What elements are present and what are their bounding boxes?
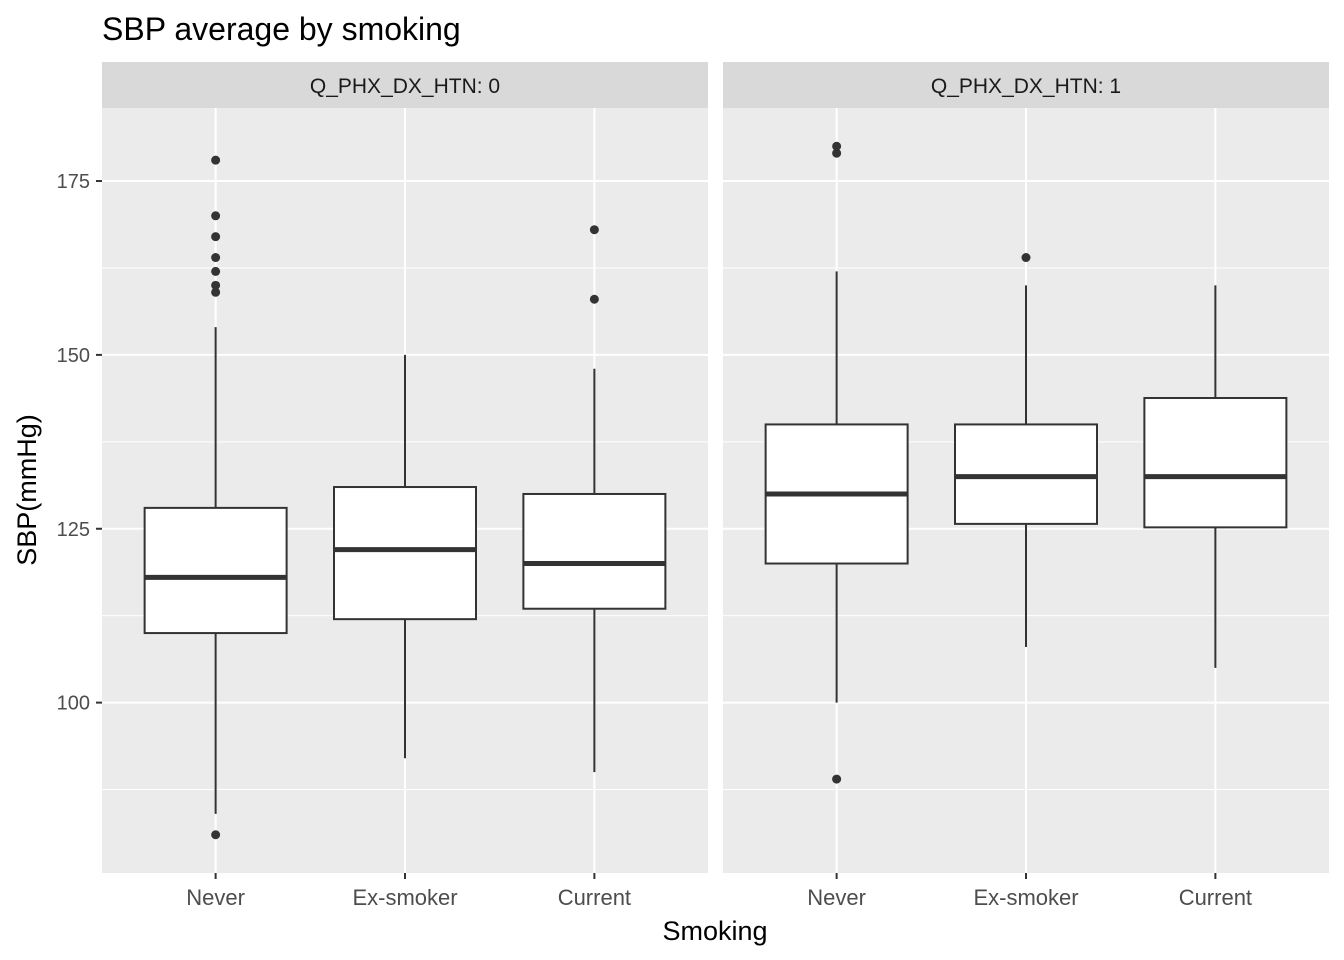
y-tick-label: 125	[57, 519, 90, 541]
outlier-point	[211, 211, 221, 221]
y-tick-label: 150	[57, 345, 90, 367]
outlier-point	[589, 225, 599, 235]
y-tick-label: 175	[57, 171, 90, 193]
box	[333, 354, 477, 759]
x-tick-label: Ex-smoker	[352, 885, 457, 910]
outlier-point	[832, 148, 842, 158]
x-tick-label: Current	[1179, 885, 1252, 910]
facet-strip-label: Q_PHX_DX_HTN: 1	[931, 75, 1121, 98]
box	[1143, 285, 1288, 668]
facet-strip	[102, 62, 708, 108]
outlier-point	[832, 774, 842, 784]
y-axis: 100 125 150 175	[57, 171, 102, 715]
outlier-point	[832, 141, 842, 151]
x-axis: Never Ex-smoker Current Never Ex-smoker Curre…	[186, 873, 1252, 910]
facet-strip-label: Q_PHX_DX_HTN: 0	[310, 75, 500, 98]
outlier-point	[1021, 253, 1031, 263]
facet-panel: Q_PHX_DX_HTN: 0	[102, 62, 708, 873]
facet-panels: Q_PHX_DX_HTN: 0 Q_PHX_DX_HTN: 1	[102, 62, 1329, 873]
outlier-point	[211, 232, 221, 242]
outlier-point	[211, 266, 221, 276]
facet-panel: Q_PHX_DX_HTN: 1	[723, 62, 1329, 873]
x-tick-label: Current	[558, 885, 631, 910]
facet-strip	[723, 62, 1329, 108]
box	[143, 155, 288, 840]
x-tick-label: Never	[807, 885, 866, 910]
box	[522, 225, 667, 773]
outlier-point	[211, 830, 221, 840]
box	[764, 141, 909, 784]
x-tick-label: Ex-smoker	[973, 885, 1078, 910]
box	[954, 253, 1098, 647]
outlier-point	[211, 253, 221, 263]
outlier-point	[211, 155, 221, 165]
box-body	[333, 486, 477, 621]
box-body	[522, 492, 667, 610]
y-axis-title: SBP(mmHg)	[12, 414, 42, 566]
outlier-point	[589, 294, 599, 304]
x-tick-label: Never	[186, 885, 245, 910]
y-tick-label: 100	[57, 693, 90, 715]
box-body	[1143, 397, 1288, 529]
outlier-point	[211, 287, 221, 297]
outlier-point	[211, 280, 221, 290]
chart-title: SBP average by smoking	[102, 11, 461, 47]
x-axis-title: Smoking	[662, 916, 767, 946]
box-body	[143, 506, 288, 635]
